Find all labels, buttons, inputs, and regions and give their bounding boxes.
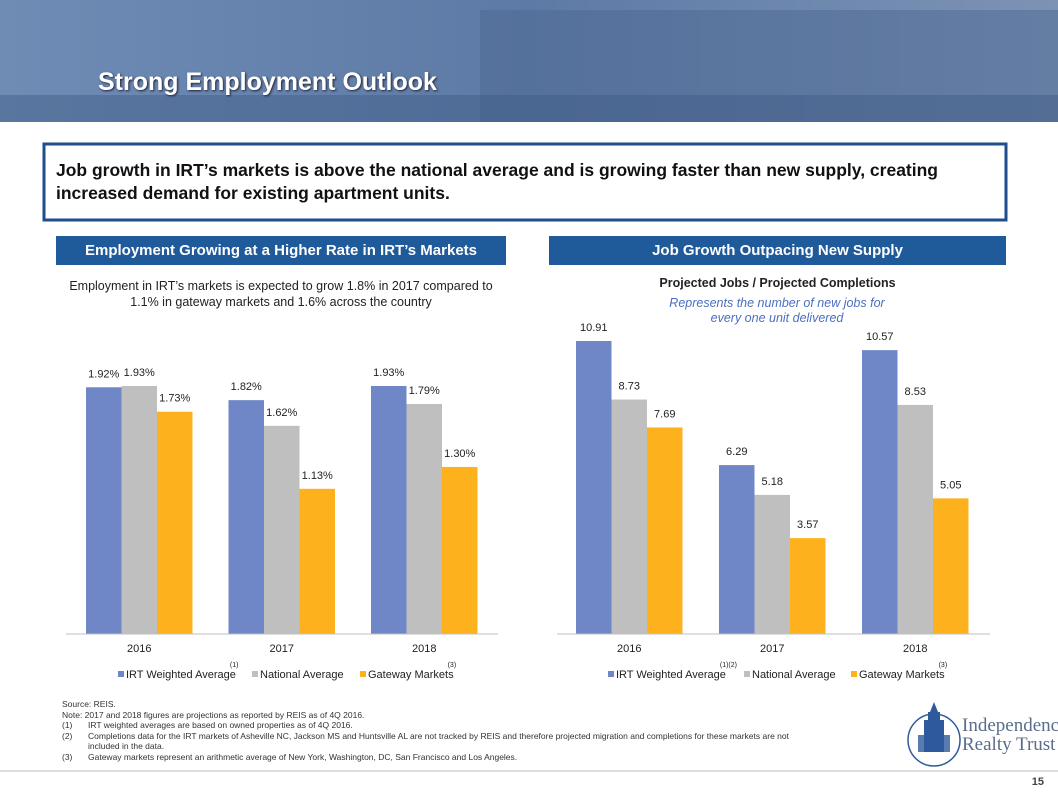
bar — [897, 404, 933, 634]
bar — [157, 411, 193, 634]
chart-annotation: Represents the number of new jobs for ev… — [669, 296, 885, 325]
source: Source: REIS. — [62, 699, 116, 709]
bar — [228, 400, 264, 634]
legend-label: IRT Weighted Average — [616, 669, 726, 681]
chart-subtitle: Employment in IRT’s markets is expected … — [69, 279, 493, 309]
legend-label: Gateway Markets — [368, 669, 454, 681]
data-label: 1.92% — [88, 368, 119, 380]
bar — [611, 399, 647, 634]
footnote: (1) IRT weighted averages are based on ow… — [62, 720, 812, 731]
bar — [933, 498, 969, 634]
legend-swatch — [118, 671, 124, 677]
banner-building — [480, 10, 1058, 122]
data-label: 1.93% — [124, 367, 155, 379]
data-label: 5.05 — [940, 479, 961, 491]
legend-label: Gateway Markets — [859, 669, 945, 681]
bar — [121, 386, 157, 634]
bar — [371, 386, 407, 634]
footnote: (2) Completions data for the IRT markets … — [62, 731, 812, 752]
slide-title: Strong Employment Outlook — [98, 68, 437, 96]
footnote-list: (1) IRT weighted averages are based on ow… — [62, 720, 812, 762]
x-tick-label: 2018 — [412, 643, 436, 655]
chart-title: Job Growth Outpacing New Supply — [549, 236, 1006, 265]
footnote-text: Gateway markets represent an arithmetic … — [88, 751, 518, 762]
chart-subtitle: Projected Jobs / Projected Completions — [659, 276, 896, 290]
data-label: 1.13% — [302, 470, 333, 482]
page-number: 15 — [1031, 776, 1044, 788]
bar — [862, 350, 898, 634]
data-label: 1.93% — [373, 367, 404, 379]
data-label: 1.62% — [266, 407, 297, 419]
x-tick-label: 2018 — [903, 643, 927, 655]
x-tick-label: 2017 — [270, 643, 294, 655]
data-label: 7.69 — [654, 408, 675, 420]
legend-label: National Average — [260, 669, 344, 681]
data-label: 3.57 — [797, 519, 818, 531]
x-tick-label: 2016 — [127, 643, 151, 655]
note: Note: 2017 and 2018 figures are projecti… — [62, 709, 365, 720]
data-label: 1.30% — [444, 448, 475, 460]
legend-note: (1) — [230, 662, 239, 669]
footnote-marker: (1) — [62, 720, 73, 730]
legend-note: (1)(2) — [720, 662, 737, 669]
logo-line: Realty Trust — [962, 734, 1056, 755]
bar — [406, 403, 442, 634]
legend-note: (3) — [939, 662, 948, 669]
callout-text: Job growth in IRT’s markets is above the… — [56, 160, 938, 203]
callout-box — [42, 142, 1008, 222]
legend-swatch — [608, 671, 614, 677]
data-label: 10.91 — [580, 322, 608, 334]
data-label: 8.53 — [905, 386, 926, 398]
x-tick-label: 2016 — [617, 643, 641, 655]
data-label: 10.57 — [866, 331, 894, 343]
legend-swatch — [851, 671, 857, 677]
chart-title: Employment Growing at a Higher Rate in I… — [56, 236, 506, 265]
logo-text: Independence Realty Trust — [962, 716, 1058, 754]
data-label: 8.73 — [619, 381, 640, 393]
footnotes: Source: REIS. Note: 2017 and 2018 figure… — [62, 699, 812, 762]
data-label: 1.79% — [409, 385, 440, 397]
data-label: 1.73% — [159, 393, 190, 405]
legend-swatch — [252, 671, 258, 677]
footnote-text: IRT weighted averages are based on owned… — [88, 720, 353, 730]
bar — [576, 341, 612, 634]
bar — [442, 466, 478, 634]
x-tick-label: 2017 — [760, 643, 784, 655]
footnote-marker: (3) — [62, 751, 73, 762]
bar — [790, 538, 826, 634]
legend-note: (3) — [448, 662, 457, 669]
bar — [647, 427, 683, 634]
legend-label: National Average — [752, 669, 836, 681]
bar — [754, 494, 790, 634]
legend-swatch — [360, 671, 366, 677]
logo-icon — [907, 702, 961, 767]
data-label: 1.82% — [231, 381, 262, 393]
footnote-marker: (2) — [62, 730, 73, 741]
bar — [719, 465, 755, 634]
legend-label: IRT Weighted Average — [126, 669, 236, 681]
legend-swatch — [744, 671, 750, 677]
logo-line: Independence — [962, 715, 1058, 736]
bar — [264, 425, 300, 634]
bar — [86, 387, 122, 634]
footnote-text: Completions data for the IRT markets of … — [88, 730, 789, 752]
data-label: 6.29 — [726, 446, 747, 458]
banner-ground — [0, 95, 1058, 122]
footnote: (3) Gateway markets represent an arithmet… — [62, 752, 812, 763]
bar — [299, 488, 335, 634]
data-label: 5.18 — [762, 476, 783, 488]
